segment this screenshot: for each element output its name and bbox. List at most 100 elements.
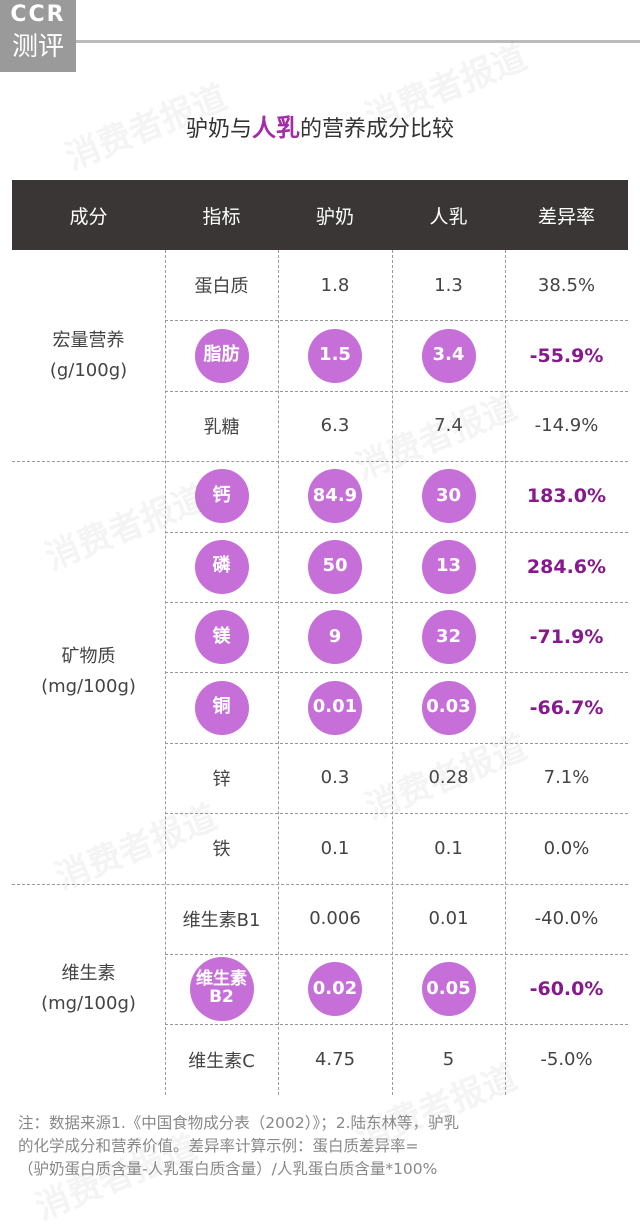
highlight-circle: 30 — [421, 469, 476, 524]
diff-cell: 7.1% — [543, 767, 590, 789]
cell-text: 0.3 — [320, 767, 350, 789]
cell-text: 1.3 — [434, 274, 463, 296]
table-cell: 1.8 — [278, 250, 392, 320]
footnote: 注：数据来源1.《中国食物成分表（2002）》；2.陆东林等，驴乳 的化学成分和营… — [18, 1112, 628, 1181]
diff-cell: -66.7% — [529, 696, 604, 719]
highlight-circle: 0.01 — [308, 680, 362, 735]
highlight-circle: 3.4 — [421, 328, 476, 383]
table-cell: 0.01 — [278, 672, 392, 742]
group-unit: (g/100g) — [49, 359, 128, 381]
table-cell: 铜 — [165, 672, 278, 742]
highlight-circle: 0.03 — [421, 680, 476, 735]
column-divider — [392, 250, 393, 1095]
highlight-circle: 磷 — [194, 539, 249, 594]
row-divider — [165, 954, 628, 955]
cell-text: 乳糖 — [203, 416, 240, 438]
header-cell: 驴奶 — [315, 205, 354, 228]
table-cell: 3.4 — [392, 320, 505, 390]
header-cell: 人乳 — [429, 205, 468, 228]
highlight-circle: 50 — [308, 539, 362, 594]
table-header-bg — [12, 180, 628, 250]
cell-text: 铁 — [212, 839, 231, 861]
cell-text: 0.01 — [428, 908, 469, 930]
table-cell: 9 — [278, 602, 392, 672]
diff-cell: -55.9% — [529, 344, 604, 367]
highlight-circle: 32 — [421, 610, 476, 665]
title-highlight: 人乳 — [252, 114, 300, 142]
table-cell: 脂肪 — [165, 320, 278, 390]
highlight-circle: 1.5 — [308, 328, 362, 383]
row-divider — [165, 672, 628, 674]
diff-cell: -5.0% — [540, 1049, 593, 1071]
table-cell: 锌 — [165, 743, 278, 813]
highlight-circle: 0.02 — [308, 962, 362, 1017]
table-cell: 84.9 — [278, 461, 392, 531]
cell-text: 4.75 — [314, 1049, 356, 1071]
group-name: 矿物质 — [61, 646, 116, 668]
logo-bottom: 测评 — [11, 32, 64, 62]
table-cell: 0.01 — [392, 884, 505, 954]
title-text: 驴奶与 — [185, 117, 252, 142]
row-divider — [165, 813, 628, 815]
table-cell: 铁 — [165, 813, 278, 883]
table-cell: 6.3 — [278, 391, 392, 461]
cell-text: 0.1 — [434, 837, 463, 859]
table-cell: 维生素B2 — [165, 954, 278, 1024]
column-divider — [165, 250, 166, 1095]
group-label: 宏量营养 (g/100g) — [12, 250, 165, 461]
group-label: 维生素 (mg/100g) — [12, 884, 165, 1095]
table-cell: 磷 — [165, 532, 278, 602]
title: 驴奶与人乳的营养成分比较 — [0, 108, 640, 143]
table-cell: 蛋白质 — [165, 250, 278, 320]
row-divider — [165, 531, 628, 533]
table-cell: 0.02 — [278, 954, 392, 1024]
table-cell: 30 — [392, 461, 505, 531]
footnote-line: 的化学成分和营养价值。差异率计算示例：蛋白质差异率= — [18, 1137, 419, 1155]
diff-cell: -14.9% — [534, 415, 599, 437]
row-divider — [165, 320, 628, 322]
cell-text: 蛋白质 — [194, 276, 249, 298]
table-cell: 5 — [392, 1024, 505, 1094]
cell-text: 6.3 — [320, 415, 350, 437]
group-name: 宏量营养 — [52, 329, 125, 351]
table-cell: 1.5 — [278, 320, 392, 390]
header-cell: 成分 — [69, 205, 108, 228]
cell-text: 5 — [442, 1049, 455, 1071]
header-cell: 差异率 — [537, 205, 595, 228]
group-divider — [12, 461, 628, 463]
cell-text: 0.006 — [309, 908, 361, 930]
diff-cell: -40.0% — [534, 908, 599, 930]
table-cell: 32 — [392, 602, 505, 672]
table-cell: 50 — [278, 532, 392, 602]
group-unit: (mg/100g) — [41, 993, 136, 1015]
highlight-circle: 铜 — [194, 680, 249, 735]
cell-text: 锌 — [212, 768, 231, 790]
table-cell: 0.1 — [278, 813, 392, 883]
column-divider — [505, 250, 506, 1095]
table-cell: 1.3 — [392, 250, 505, 320]
logo-top: CCR — [10, 2, 66, 27]
table-cell: 乳糖 — [165, 391, 278, 461]
row-divider — [165, 602, 628, 603]
footnote-line: （驴奶蛋白质含量-人乳蛋白质含量）/人乳蛋白质含量*100% — [18, 1160, 438, 1178]
highlight-circle: 钙 — [194, 469, 249, 524]
highlight-circle: 9 — [308, 610, 362, 665]
group-label: 矿物质 (mg/100g) — [12, 461, 165, 883]
highlight-circle: 13 — [421, 539, 476, 594]
row-divider — [165, 1024, 628, 1026]
table-cell: 13 — [392, 532, 505, 602]
table-cell: 7.4 — [392, 391, 505, 461]
title-text: 的营养成分比较 — [300, 117, 455, 142]
diff-cell: 284.6% — [526, 555, 607, 578]
table-cell: 0.006 — [278, 884, 392, 954]
table-cell: 维生素C — [165, 1024, 278, 1094]
cell-text: 1.8 — [320, 274, 350, 296]
table-cell: 维生素B1 — [165, 884, 278, 954]
table-cell: 0.28 — [392, 743, 505, 813]
group-divider — [12, 883, 628, 885]
highlight-circle: 脂肪 — [194, 328, 249, 383]
highlight-circle: 镁 — [194, 610, 249, 665]
diff-cell: 183.0% — [526, 485, 607, 508]
